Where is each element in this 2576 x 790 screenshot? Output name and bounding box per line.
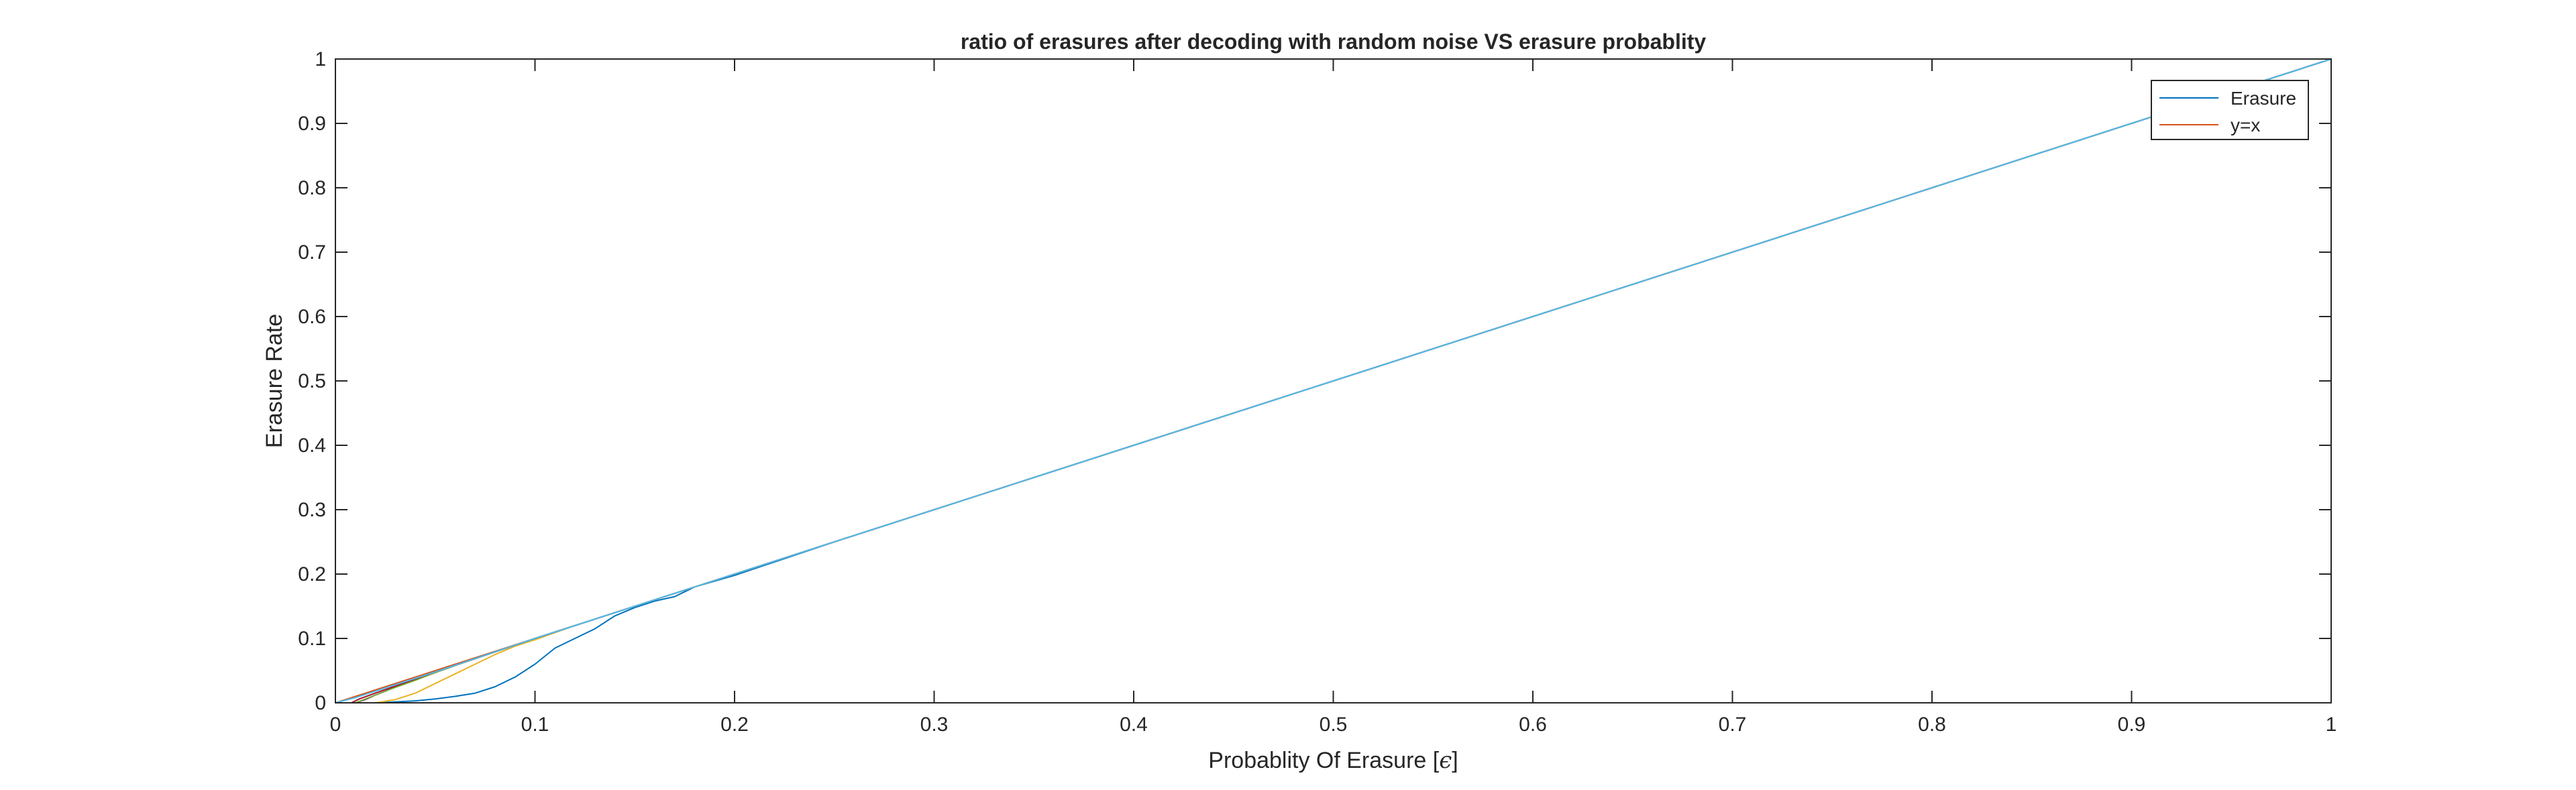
x-tick-label: 0.1 xyxy=(521,714,549,736)
x-tick-label: 0.5 xyxy=(1320,714,1348,736)
y-tick-label: 0.1 xyxy=(298,628,326,650)
x-tick-label: 0.6 xyxy=(1519,714,1547,736)
x-tick-label: 0.4 xyxy=(1120,714,1148,736)
legend-label-y-equals-x: y=x xyxy=(2231,115,2260,135)
x-axis-label-end: ] xyxy=(1452,748,1458,773)
legend: Erasure y=x xyxy=(2151,80,2309,140)
y-tick-label: 0.6 xyxy=(298,306,326,328)
y-tick-label: 0.9 xyxy=(298,113,326,135)
legend-box xyxy=(2151,80,2309,140)
y-tick-label: 0.7 xyxy=(298,241,326,264)
x-tick-label: 0 xyxy=(330,714,341,736)
chart-title: ratio of erasures after decoding with ra… xyxy=(961,30,1707,54)
y-tick-label: 0.8 xyxy=(298,177,326,199)
series-layer xyxy=(335,58,2332,703)
y-tick-label: 0.3 xyxy=(298,499,326,521)
x-tick-label: 1 xyxy=(2326,714,2337,736)
series-line-6 xyxy=(335,58,2332,703)
x-tick-label: 0.9 xyxy=(2118,714,2146,736)
x-tick-label: 0.3 xyxy=(920,714,949,736)
x-tick-label: 0.8 xyxy=(1918,714,1946,736)
x-axis-label: Probablity Of Erasure [ϵ] xyxy=(1208,747,1458,774)
y-tick-label: 0 xyxy=(315,692,326,714)
y-tick-label: 0.4 xyxy=(298,435,326,457)
x-axis-label-main: Probablity Of Erasure [ xyxy=(1208,748,1439,773)
y-tick-label: 0.2 xyxy=(298,563,326,585)
y-axis-label: Erasure Rate xyxy=(262,314,287,448)
ticks-layer: 0 0.1 0.2 0.3 0.4 0.5 0.6 0.7 0.8 0.9 1 0 0.1 0.2 0.3 0… xyxy=(298,48,2337,736)
y-tick-label: 0.5 xyxy=(298,370,326,392)
x-axis-label-symbol: ϵ xyxy=(1439,747,1452,774)
plot-frame xyxy=(335,58,2332,703)
x-tick-label: 0.7 xyxy=(1719,714,1747,736)
legend-label-erasure: Erasure xyxy=(2231,88,2296,109)
x-tick-label: 0.2 xyxy=(720,714,749,736)
y-tick-label: 1 xyxy=(315,48,326,70)
